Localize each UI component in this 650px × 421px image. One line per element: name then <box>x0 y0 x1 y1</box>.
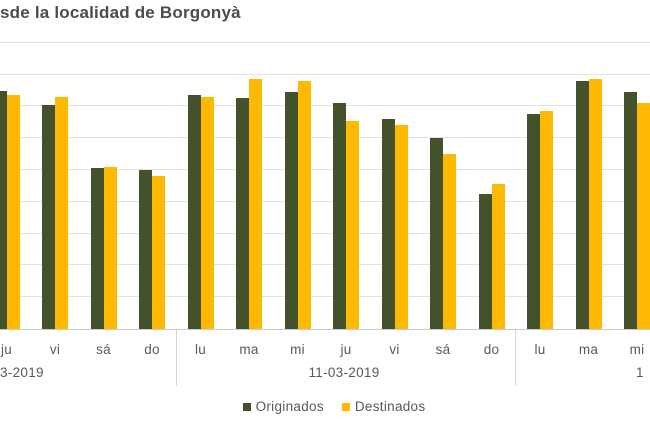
x-axis-day-label: do <box>144 342 160 357</box>
bar-destinados-9-sá[interactable] <box>443 154 456 329</box>
x-axis-day-label: lu <box>534 342 546 357</box>
bar-originados-2-sá[interactable] <box>90 168 104 329</box>
gridline <box>0 105 650 107</box>
bar-destinados-13-mi[interactable] <box>637 103 650 329</box>
x-axis-week-separator <box>176 330 177 386</box>
bar-destinados-8-vi[interactable] <box>394 125 408 329</box>
legend: Originados Destinados <box>0 399 650 414</box>
x-axis-week-separator <box>515 330 516 386</box>
x-axis-day-label: mi <box>629 342 645 357</box>
x-axis-day-label: ma <box>578 342 599 357</box>
gridline <box>0 41 650 43</box>
chart-title: sde la localidad de Borgonyà <box>0 3 241 22</box>
bar-destinados-7-ju[interactable] <box>346 120 359 329</box>
legend-label: Destinados <box>354 399 426 414</box>
bar-originados-10-do[interactable] <box>478 193 492 329</box>
x-axis-day-label: ma <box>239 342 259 357</box>
x-axis-date-label: 11-03-2019 <box>308 365 380 380</box>
x-axis-day-label: vi <box>389 342 400 357</box>
plot-area <box>0 41 650 330</box>
x-axis-day-label: ju <box>0 342 13 357</box>
x-axis-day-label: lu <box>194 342 207 357</box>
bar-destinados-12-ma[interactable] <box>588 79 602 329</box>
x-axis-day-label: do <box>483 342 500 357</box>
bar-originados-1-vi[interactable] <box>42 104 55 329</box>
x-axis-date-label: 3-2019 <box>0 365 44 380</box>
gridline <box>0 232 650 234</box>
bar-originados-9-sá[interactable] <box>430 138 443 329</box>
x-axis-day-label: sá <box>96 342 111 357</box>
x-axis-day-label: ju <box>340 342 352 357</box>
bar-originados-4-lu[interactable] <box>187 95 201 329</box>
bar-destinados-6-mi[interactable] <box>297 80 311 329</box>
bar-destinados-2-sá[interactable] <box>103 166 117 329</box>
legend-item-destinados[interactable]: Destinados <box>341 399 426 414</box>
gridline <box>0 73 650 75</box>
legend-item-originados[interactable]: Originados <box>242 399 324 414</box>
bar-destinados-0-ju[interactable] <box>6 95 20 329</box>
gridline <box>0 137 650 139</box>
legend-marker-icon <box>341 402 350 411</box>
bar-destinados-10-do[interactable] <box>491 184 505 329</box>
legend-marker-icon <box>242 402 251 411</box>
gridline <box>0 264 650 266</box>
bar-destinados-11-lu[interactable] <box>540 111 553 329</box>
legend-label: Originados <box>255 399 324 414</box>
bar-originados-11-lu[interactable] <box>527 114 540 329</box>
bar-destinados-3-do[interactable] <box>152 176 165 329</box>
bar-originados-3-do[interactable] <box>139 170 152 329</box>
bar-originados-6-mi[interactable] <box>284 92 298 329</box>
gridline <box>0 200 650 202</box>
bar-destinados-4-lu[interactable] <box>200 96 214 329</box>
gridline <box>0 169 650 170</box>
x-axis-day-label: vi <box>49 342 61 357</box>
x-axis-day-label: sá <box>435 342 451 357</box>
bar-originados-13-mi[interactable] <box>624 92 637 329</box>
x-axis-day-label: mi <box>290 342 305 357</box>
bar-originados-12-ma[interactable] <box>575 80 589 329</box>
bar-destinados-5-ma[interactable] <box>249 79 262 329</box>
bar-destinados-1-vi[interactable] <box>55 96 68 329</box>
bar-originados-8-vi[interactable] <box>381 119 395 329</box>
x-axis-date-label: 1 <box>636 365 644 380</box>
bar-originados-5-ma[interactable] <box>236 98 249 329</box>
bar-originados-7-ju[interactable] <box>333 103 346 329</box>
bar-originados-0-ju[interactable] <box>0 90 7 329</box>
gridline <box>0 296 650 298</box>
